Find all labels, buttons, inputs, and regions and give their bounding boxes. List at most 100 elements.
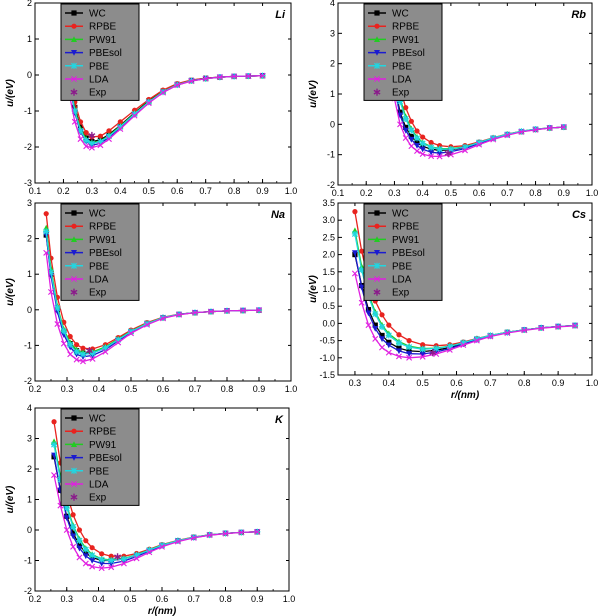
legend-marker-pw91 (71, 441, 77, 447)
point-pbe (158, 542, 166, 549)
x-tick-label: 0.8 (228, 186, 241, 196)
point-rpbe (420, 134, 426, 140)
x-tick-label: 0.9 (558, 188, 571, 198)
point-pbe (428, 144, 435, 151)
point-lda (108, 564, 115, 571)
legend-marker-pbesol (71, 250, 77, 256)
legend-entry-wc: WC (368, 9, 409, 20)
y-tick-label: 1.5 (322, 267, 335, 277)
point-lda (408, 143, 415, 150)
series-lda (43, 249, 262, 365)
point-pbesol (54, 308, 61, 315)
point-lda (379, 344, 386, 351)
y-axis-label: u/(eV) (5, 485, 16, 513)
point-pbe (54, 304, 61, 312)
panel-label: Cs (572, 209, 586, 221)
point-pbe (419, 140, 426, 147)
legend-label: RPBE (89, 427, 117, 438)
y-tick-label: 2.5 (322, 232, 335, 242)
legend-entry-pw91: PW91 (368, 35, 420, 46)
point-pbe (120, 555, 127, 563)
point-lda (240, 307, 246, 314)
legend-marker-pbe (70, 262, 78, 269)
point-rpbe (352, 209, 358, 215)
y-tick-label: 3.5 (322, 198, 335, 208)
x-tick-label: 0.5 (143, 186, 156, 196)
point-pbesol (372, 325, 379, 332)
point-wc (406, 348, 412, 354)
point-wc (372, 322, 378, 328)
point-lda (436, 153, 443, 160)
point-lda (76, 554, 83, 561)
legend-entry-pw91: PW91 (65, 235, 117, 246)
legend-label: WC (89, 209, 106, 220)
point-pbe (127, 328, 135, 335)
legend: WC RPBE PW91 PBEsol PBE LDA Exp (363, 3, 443, 101)
legend-entry-pbe: PBE (65, 261, 109, 272)
point-pbesol (419, 146, 426, 153)
point-pbesol (358, 284, 365, 291)
point-lda (71, 118, 78, 125)
point-lda (245, 73, 252, 80)
point-pbe (461, 143, 469, 151)
point-wc (408, 133, 414, 140)
point-pbe (77, 127, 84, 134)
data-layer (60, 23, 266, 151)
point-lda (406, 354, 413, 361)
point-rpbe (80, 345, 86, 351)
point-lda (102, 348, 109, 355)
point-pbe (73, 348, 80, 355)
x-tick-label: 0.6 (171, 186, 184, 196)
point-rpbe (428, 139, 434, 146)
point-lda (202, 75, 209, 82)
legend-entry-wc: WC (65, 9, 106, 20)
legend-entry-rpbe: RPBE (368, 22, 420, 33)
point-rpbe (99, 551, 105, 557)
point-pbesol (406, 351, 413, 357)
point-lda (238, 529, 245, 536)
point-lda (419, 151, 426, 158)
legend-label: LDA (89, 480, 109, 491)
point-rpbe (406, 338, 412, 344)
point-rpbe (83, 130, 89, 136)
legend-entry-pw91: PW91 (368, 235, 420, 246)
legend-entry-rpbe: RPBE (65, 222, 117, 233)
legend-marker-rpbe (71, 428, 77, 434)
point-wc (83, 550, 89, 556)
point-wc (379, 332, 385, 339)
legend-label: LDA (392, 75, 412, 86)
point-pbe (98, 556, 105, 563)
legend-marker-pbe (70, 467, 78, 474)
x-tick-label: 0.4 (114, 186, 127, 196)
point-lda (395, 353, 402, 360)
point-lda (532, 126, 539, 133)
y-tick-label: 2.0 (322, 250, 335, 260)
legend-entry-exp: Exp (70, 493, 107, 504)
point-lda (351, 270, 358, 277)
legend-entry-pw91: PW91 (65, 440, 117, 451)
legend-marker-pw91 (374, 36, 380, 42)
y-tick-label: 0.5 (322, 301, 335, 311)
point-pbe (115, 336, 122, 343)
y-axis-label: u/(eV) (5, 277, 16, 305)
point-pbe (460, 339, 467, 346)
legend-marker-exp (70, 288, 78, 296)
legend-label: PW91 (89, 440, 117, 451)
y-tick-label: 2 (330, 59, 335, 69)
legend-entry-exp: Exp (70, 88, 107, 99)
legend-entry-lda: LDA (65, 480, 109, 491)
series-exp (429, 349, 437, 357)
point-pbesol (351, 250, 358, 257)
point-pbe (433, 345, 440, 352)
point-lda (419, 353, 426, 360)
legend-entry-lda: LDA (65, 75, 109, 86)
point-lda (473, 337, 480, 344)
point-pbe (487, 332, 494, 339)
point-lda (176, 311, 182, 318)
point-lda (70, 543, 77, 550)
legend-label: RPBE (392, 22, 420, 33)
point-pbe (146, 547, 153, 554)
y-tick-label: -0.5 (319, 336, 335, 346)
panel-cs: 0.3 0.4 0.5 0.6 0.7 0.8 0.9 1.0 -1.5 -1.0 -0.5 0.0 0… (308, 198, 598, 401)
